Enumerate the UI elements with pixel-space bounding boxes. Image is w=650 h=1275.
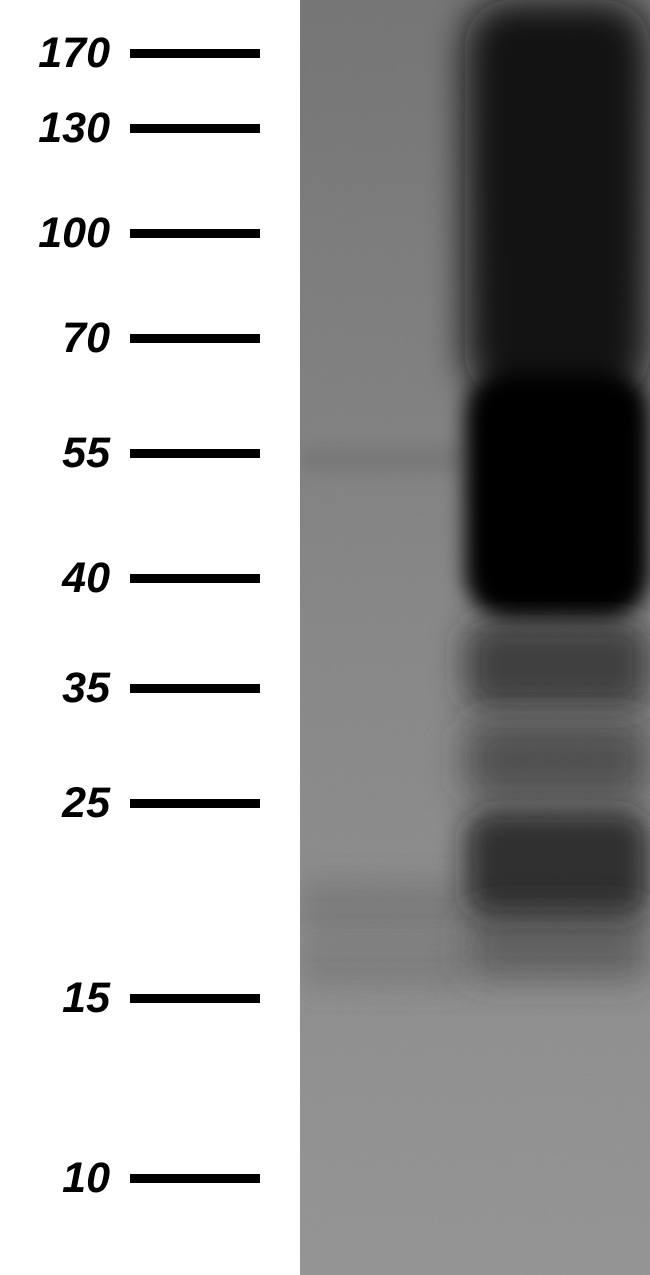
marker-row-70: 70 xyxy=(0,314,300,363)
marker-tick-130 xyxy=(130,124,260,133)
marker-label-55: 55 xyxy=(0,429,130,478)
marker-row-170: 170 xyxy=(0,29,300,78)
lane-2-band-3 xyxy=(465,720,650,800)
marker-row-25: 25 xyxy=(0,779,300,828)
marker-tick-40 xyxy=(130,574,260,583)
lane-2-band-2 xyxy=(465,620,650,710)
marker-label-25: 25 xyxy=(0,779,130,828)
western-blot-figure: 170 130 100 70 55 40 35 25 15 10 xyxy=(0,0,650,1275)
lane-2 xyxy=(465,0,650,980)
blot-background xyxy=(300,0,650,1275)
marker-row-15: 15 xyxy=(0,974,300,1023)
marker-row-100: 100 xyxy=(0,209,300,258)
marker-label-130: 130 xyxy=(0,104,130,153)
marker-label-35: 35 xyxy=(0,664,130,713)
lane-1-band-0 xyxy=(300,445,465,473)
lane-1-band-2 xyxy=(300,940,465,990)
marker-row-10: 10 xyxy=(0,1154,300,1203)
marker-tick-25 xyxy=(130,799,260,808)
marker-tick-100 xyxy=(130,229,260,238)
marker-tick-10 xyxy=(130,1174,260,1183)
molecular-weight-ladder: 170 130 100 70 55 40 35 25 15 10 xyxy=(0,0,300,1275)
lane-2-band-0 xyxy=(465,0,650,400)
marker-row-35: 35 xyxy=(0,664,300,713)
lane-2-band-1 xyxy=(465,370,650,620)
marker-tick-15 xyxy=(130,994,260,1003)
marker-label-70: 70 xyxy=(0,314,130,363)
lane-1-band-1 xyxy=(300,880,465,935)
marker-label-40: 40 xyxy=(0,554,130,603)
marker-label-15: 15 xyxy=(0,974,130,1023)
blot-membrane xyxy=(300,0,650,1275)
marker-row-130: 130 xyxy=(0,104,300,153)
marker-tick-70 xyxy=(130,334,260,343)
marker-row-55: 55 xyxy=(0,429,300,478)
marker-row-40: 40 xyxy=(0,554,300,603)
marker-label-170: 170 xyxy=(0,29,130,78)
lane-2-band-5 xyxy=(465,910,650,980)
lane-2-band-4 xyxy=(465,810,650,920)
marker-label-100: 100 xyxy=(0,209,130,258)
marker-label-10: 10 xyxy=(0,1154,130,1203)
marker-tick-170 xyxy=(130,49,260,58)
marker-tick-35 xyxy=(130,684,260,693)
marker-tick-55 xyxy=(130,449,260,458)
